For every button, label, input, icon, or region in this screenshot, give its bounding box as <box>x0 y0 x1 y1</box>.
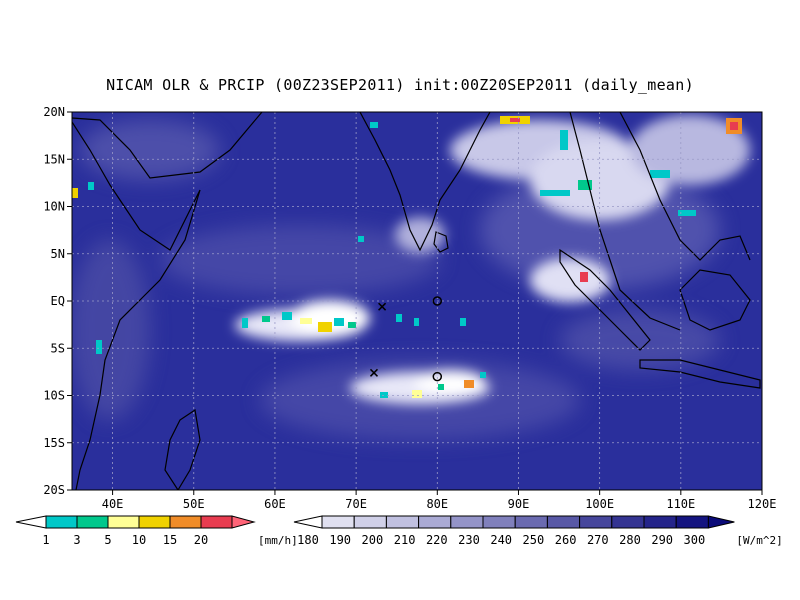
precip-legend-label: 1 <box>42 533 49 547</box>
precip-legend-swatch <box>138 515 171 529</box>
olr-legend-swatch <box>353 515 387 529</box>
olr-legend-label: 290 <box>651 533 673 547</box>
lat-tick-label: 5S <box>51 341 65 355</box>
olr-legend-swatch <box>546 515 581 529</box>
olr-legend-label: 280 <box>619 533 641 547</box>
olr-legend-swatch <box>385 515 420 529</box>
olr-legend-label: 230 <box>458 533 480 547</box>
olr-legend-swatch <box>514 515 548 529</box>
lat-tick-label: EQ <box>51 294 65 308</box>
lon-tick-label: 120E <box>748 497 777 511</box>
lon-tick-label: 40E <box>102 497 124 511</box>
olr-legend-swatch <box>321 515 355 529</box>
marker-cross <box>378 302 387 311</box>
olr-legend-low-arrow <box>293 515 323 529</box>
precip-legend-label: 5 <box>104 533 111 547</box>
olr-legend-label: 220 <box>426 533 448 547</box>
lon-tick-label: 90E <box>508 497 530 511</box>
olr-legend-high-arrow <box>707 515 735 529</box>
precip-legend: 1 3 5 10 15 20 [mm/h] <box>15 515 298 547</box>
lon-tick-label: 60E <box>264 497 286 511</box>
olr-legend-label: 190 <box>329 533 351 547</box>
markers <box>369 296 443 382</box>
olr-legend-swatch <box>418 515 452 529</box>
olr-legend-swatch <box>643 515 677 529</box>
lon-tick-label: 100E <box>585 497 614 511</box>
precip-legend-high-arrow <box>231 515 256 529</box>
lat-tick-label: 15S <box>43 436 65 450</box>
marker-circle <box>432 296 443 306</box>
lat-tick-label: 15N <box>43 152 65 166</box>
precip-legend-label: 3 <box>73 533 80 547</box>
olr-legend-label: 260 <box>555 533 577 547</box>
map-title: NICAM OLR & PRCIP (00Z23SEP2011) init:00… <box>106 76 694 94</box>
olr-legend-label: 240 <box>490 533 512 547</box>
marker-cross <box>369 368 379 377</box>
lat-tick-label: 10S <box>43 389 65 403</box>
graticule <box>72 112 762 490</box>
olr-legend-label: 210 <box>394 533 416 547</box>
olr-legend-unit: [W/m^2] <box>736 534 782 547</box>
olr-legend: 180 190 200 210 220 230 240 250 260 270 280 290 300 [… <box>293 515 783 547</box>
precip-legend-swatch <box>76 515 109 529</box>
olr-legend-swatch <box>450 515 484 529</box>
lon-tick-label: 110E <box>666 497 695 511</box>
olr-legend-swatch <box>675 515 709 529</box>
olr-legend-label: 250 <box>523 533 545 547</box>
precip-legend-label: 10 <box>132 533 146 547</box>
precip-legend-label: 20 <box>194 533 208 547</box>
lat-tick-label: 5N <box>51 247 65 261</box>
coastlines <box>72 112 761 490</box>
precip-legend-swatch <box>200 515 233 529</box>
olr-legend-swatch <box>579 515 613 529</box>
lon-axis: 40E 50E 60E 70E 80E 90E 100E 110E 120E <box>102 490 777 511</box>
olr-legend-label: 270 <box>587 533 609 547</box>
lat-tick-label: 20N <box>43 105 65 119</box>
olr-legend-swatch <box>611 515 645 529</box>
lon-tick-label: 50E <box>183 497 205 511</box>
precip-legend-swatch <box>107 515 140 529</box>
precip-legend-swatch <box>45 515 78 529</box>
precip-legend-swatch <box>169 515 202 529</box>
lon-tick-label: 70E <box>345 497 367 511</box>
lat-tick-label: 10N <box>43 200 65 214</box>
olr-legend-label: 180 <box>297 533 319 547</box>
precip-legend-label: 15 <box>163 533 177 547</box>
olr-legend-label: 300 <box>684 533 706 547</box>
lon-tick-label: 80E <box>426 497 448 511</box>
marker-circle <box>432 371 443 382</box>
olr-legend-swatch <box>482 515 516 529</box>
lat-tick-label: 20S <box>43 483 65 497</box>
lat-axis: 20N 15N 10N 5N EQ 5S 10S 15S 20S <box>43 105 72 497</box>
olr-legend-label: 200 <box>362 533 384 547</box>
precip-legend-unit: [mm/h] <box>258 534 298 547</box>
precip-legend-low-arrow <box>15 515 47 529</box>
